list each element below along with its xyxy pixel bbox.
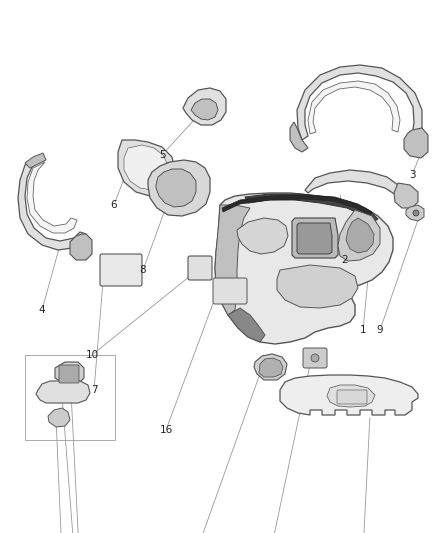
Text: 4: 4 [39, 305, 45, 315]
Polygon shape [222, 195, 372, 215]
Polygon shape [338, 210, 380, 261]
Polygon shape [245, 194, 378, 222]
Polygon shape [183, 88, 226, 125]
Polygon shape [259, 358, 283, 377]
FancyBboxPatch shape [100, 254, 142, 286]
FancyBboxPatch shape [188, 256, 212, 280]
Polygon shape [406, 205, 424, 221]
Text: 8: 8 [140, 265, 146, 275]
Polygon shape [118, 140, 175, 196]
Text: 16: 16 [159, 425, 173, 435]
Polygon shape [18, 157, 86, 250]
Polygon shape [191, 99, 218, 120]
Polygon shape [297, 65, 422, 140]
Polygon shape [280, 375, 418, 415]
Text: 7: 7 [91, 385, 97, 395]
FancyBboxPatch shape [303, 348, 327, 368]
Polygon shape [404, 128, 428, 158]
Text: 3: 3 [409, 170, 415, 180]
FancyBboxPatch shape [337, 390, 367, 404]
Polygon shape [254, 354, 287, 380]
Polygon shape [237, 218, 288, 254]
Polygon shape [308, 81, 400, 134]
Text: 2: 2 [342, 255, 348, 265]
Polygon shape [27, 162, 77, 233]
Polygon shape [148, 160, 210, 216]
Text: 9: 9 [377, 325, 383, 335]
Polygon shape [36, 381, 90, 403]
Text: 6: 6 [111, 200, 117, 210]
Polygon shape [277, 265, 358, 308]
Polygon shape [215, 193, 393, 344]
Circle shape [413, 210, 419, 216]
Polygon shape [292, 218, 338, 258]
Text: 10: 10 [85, 350, 99, 360]
Circle shape [311, 354, 319, 362]
Polygon shape [394, 183, 418, 208]
Polygon shape [327, 385, 375, 407]
Polygon shape [297, 223, 332, 254]
Polygon shape [25, 153, 46, 168]
FancyBboxPatch shape [213, 278, 247, 304]
Text: 1: 1 [360, 325, 366, 335]
Polygon shape [215, 205, 250, 315]
Polygon shape [305, 170, 402, 198]
Polygon shape [156, 169, 196, 207]
Polygon shape [228, 308, 265, 342]
Polygon shape [346, 218, 374, 253]
Polygon shape [124, 145, 168, 190]
Polygon shape [48, 408, 70, 427]
FancyBboxPatch shape [59, 365, 79, 383]
Polygon shape [70, 234, 92, 260]
Polygon shape [290, 122, 308, 152]
Text: 5: 5 [159, 150, 165, 160]
Polygon shape [55, 362, 84, 384]
